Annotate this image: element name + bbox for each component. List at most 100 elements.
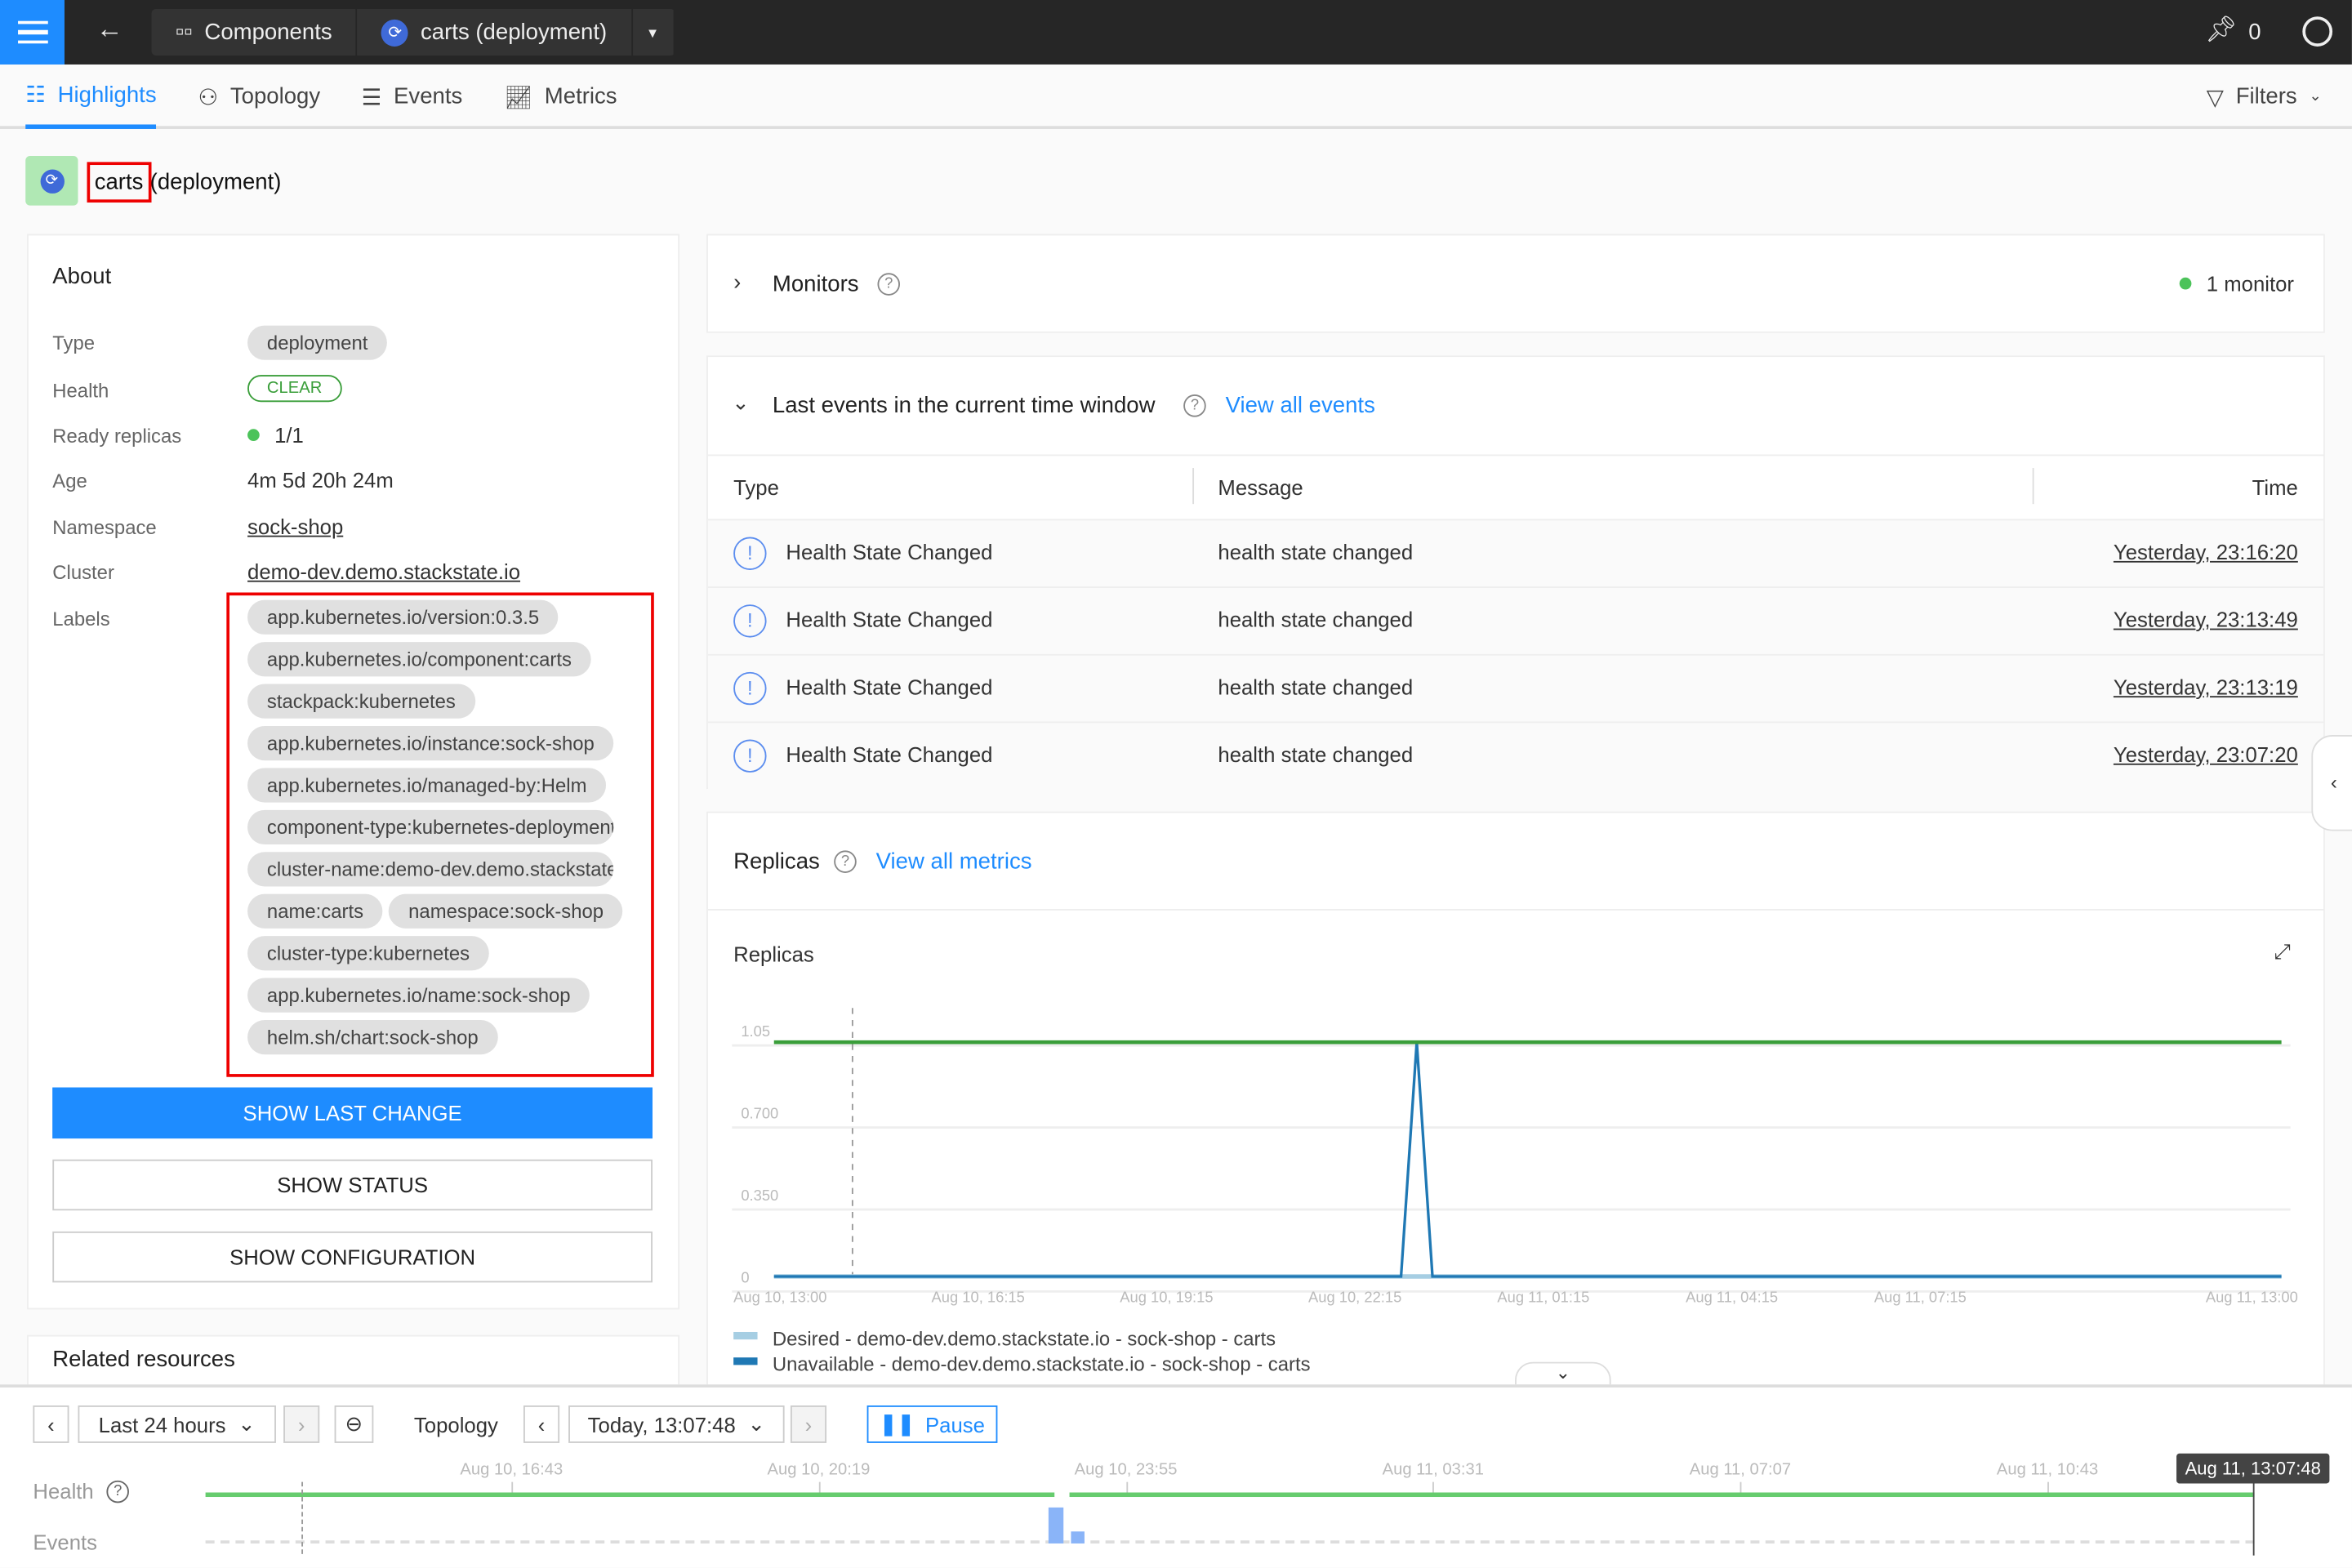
- label-chip: cluster-name:demo-dev.demo.stackstate.io: [247, 852, 614, 887]
- chevron-down-icon: ⌄: [238, 1411, 256, 1436]
- event-row[interactable]: ! Health State Changed health state change…: [707, 653, 2324, 722]
- timeline-tick: [1125, 1481, 1128, 1494]
- cluster-link[interactable]: demo-dev.demo.stackstate.io: [247, 559, 521, 584]
- show-last-change-button[interactable]: SHOW LAST CHANGE: [52, 1087, 653, 1139]
- breadcrumb-carts[interactable]: ⟳ carts (deployment): [358, 9, 633, 56]
- deployment-icon: ⟳: [381, 18, 409, 47]
- collapse-chevron-icon[interactable]: ⌄: [732, 390, 750, 414]
- event-row[interactable]: ! Health State Changed health state change…: [707, 519, 2324, 587]
- time-prev-button[interactable]: ‹: [523, 1405, 560, 1443]
- events-icon: ☰: [361, 84, 382, 110]
- event-bar: [1071, 1531, 1085, 1544]
- x-tick-label: Aug 11, 04:15: [1686, 1288, 1778, 1305]
- column-time: Time: [2252, 475, 2298, 500]
- event-time[interactable]: Yesterday, 23:13:19: [2113, 675, 2298, 699]
- events-title: Last events in the current time window: [772, 393, 1156, 419]
- namespace-link[interactable]: sock-shop: [247, 514, 344, 539]
- replicas-chart: 1.05 0.700 0.350 0 Aug 10, 13:00 Aug 10, 16:1…: [732, 1008, 2298, 1376]
- tab-highlights[interactable]: ☷ Highlights: [25, 65, 157, 129]
- label-chip: app.kubernetes.io/name:sock-shop: [247, 978, 590, 1013]
- help-icon[interactable]: ?: [877, 273, 901, 296]
- pause-button[interactable]: ❚❚ Pause: [866, 1405, 998, 1443]
- tab-metrics[interactable]: 📈︎ Metrics: [504, 83, 617, 110]
- warning-icon: !: [733, 604, 767, 638]
- time-select[interactable]: Today, 13:07:48 ⌄: [568, 1405, 785, 1443]
- event-type: Health State Changed: [786, 540, 993, 564]
- label-chip: app.kubernetes.io/managed-by:Helm: [247, 768, 607, 803]
- back-arrow-icon[interactable]: ←: [96, 13, 123, 44]
- label-chip: helm.sh/chart:sock-shop: [247, 1019, 498, 1055]
- filter-icon: ▽: [2206, 84, 2224, 110]
- range-next-button[interactable]: ›: [283, 1405, 320, 1443]
- event-type: Health State Changed: [786, 607, 993, 632]
- component-icon: ⟳: [25, 156, 78, 206]
- view-all-metrics-link[interactable]: View all metrics: [875, 849, 1032, 875]
- x-tick-label: Aug 11, 01:15: [1497, 1288, 1589, 1305]
- event-time[interactable]: Yesterday, 23:16:20: [2113, 540, 2298, 564]
- legend-swatch: [733, 1357, 758, 1365]
- chart-title: Replicas: [733, 942, 814, 966]
- health-label: Health: [52, 379, 109, 403]
- zoom-out-icon[interactable]: ⊖: [334, 1405, 374, 1443]
- timeline-tick: [2047, 1481, 2049, 1494]
- help-icon[interactable]: ?: [1183, 394, 1206, 417]
- y-tick-label: 0.350: [741, 1187, 778, 1204]
- breadcrumb-dropdown[interactable]: ▼: [632, 9, 675, 56]
- side-panel-toggle[interactable]: ‹: [2311, 734, 2352, 831]
- cluster-label: Cluster: [52, 560, 114, 584]
- breadcrumb-components[interactable]: ▫▫ Components: [152, 9, 358, 56]
- type-value: deployment: [247, 325, 388, 360]
- event-row[interactable]: ! Health State Changed health state change…: [707, 586, 2324, 654]
- event-bar: [1048, 1507, 1064, 1544]
- x-tick-label: Aug 11, 13:00: [2206, 1288, 2298, 1305]
- event-time[interactable]: Yesterday, 23:13:49: [2113, 607, 2298, 632]
- x-tick-label: Aug 10, 13:00: [733, 1288, 826, 1305]
- pin-icon[interactable]: 📌︎: [2204, 15, 2238, 44]
- tab-topology[interactable]: ⚇ Topology: [198, 83, 321, 110]
- expand-timeline-chevron-icon[interactable]: ⌄: [1515, 1361, 1611, 1387]
- show-status-button[interactable]: SHOW STATUS: [52, 1159, 653, 1211]
- highlights-icon: ☷: [25, 82, 46, 109]
- about-heading: About: [52, 264, 112, 290]
- event-time[interactable]: Yesterday, 23:07:20: [2113, 742, 2298, 767]
- column-type: Type: [733, 475, 779, 500]
- health-badge: CLEAR: [247, 375, 342, 403]
- timeline-marker: [301, 1481, 304, 1554]
- event-row[interactable]: ! Health State Changed health state change…: [707, 721, 2324, 790]
- pin-count: 0: [2248, 19, 2261, 46]
- fullscreen-icon[interactable]: ⤢: [2274, 938, 2292, 964]
- timeline-panel: [0, 1384, 2352, 1568]
- tab-events[interactable]: ☰ Events: [361, 83, 463, 110]
- replicas-card: [706, 811, 2325, 1412]
- range-prev-button[interactable]: ‹: [33, 1405, 69, 1443]
- timeline-tick-label: Aug 11, 10:43: [1996, 1460, 2099, 1479]
- page-title-kind: (deployment): [149, 169, 282, 195]
- expand-chevron-icon[interactable]: ›: [733, 270, 742, 296]
- show-configuration-button[interactable]: SHOW CONFIGURATION: [52, 1231, 653, 1283]
- event-message: health state changed: [1218, 742, 1414, 767]
- label-chip: app.kubernetes.io/instance:sock-shop: [247, 725, 614, 761]
- tab-bar: ☷ Highlights ⚇ Topology ☰ Events 📈︎ Metrics …: [0, 64, 2352, 129]
- filters-button[interactable]: ▽ Filters ⌄: [2206, 83, 2322, 110]
- view-all-events-link[interactable]: View all events: [1225, 393, 1375, 419]
- namespace-label: Namespace: [52, 515, 157, 539]
- warning-icon: !: [733, 671, 767, 706]
- timeline-tick-label: Aug 11, 03:31: [1382, 1460, 1484, 1479]
- metrics-icon: 📈︎: [504, 84, 533, 110]
- label-chip: name:carts: [247, 893, 383, 929]
- timeline-tick-label: Aug 11, 07:07: [1689, 1460, 1792, 1479]
- time-next-button[interactable]: ›: [790, 1405, 827, 1443]
- user-icon[interactable]: [2302, 16, 2333, 47]
- labels-highlight: [226, 592, 654, 1077]
- range-select[interactable]: Last 24 hours ⌄: [78, 1405, 276, 1443]
- menu-button[interactable]: [0, 0, 65, 65]
- help-icon[interactable]: ?: [106, 1480, 129, 1503]
- ready-replicas-value: 1/1: [274, 422, 304, 448]
- timeline-tick-label: Aug 10, 16:43: [460, 1460, 564, 1479]
- monitor-count: 1 monitor: [2206, 271, 2294, 296]
- timeline-tick: [1740, 1481, 1742, 1494]
- y-tick-label: 1.05: [741, 1022, 770, 1040]
- current-time-cursor[interactable]: [2252, 1483, 2255, 1556]
- help-icon[interactable]: ?: [834, 850, 857, 873]
- ready-replicas-label: Ready replicas: [52, 424, 182, 448]
